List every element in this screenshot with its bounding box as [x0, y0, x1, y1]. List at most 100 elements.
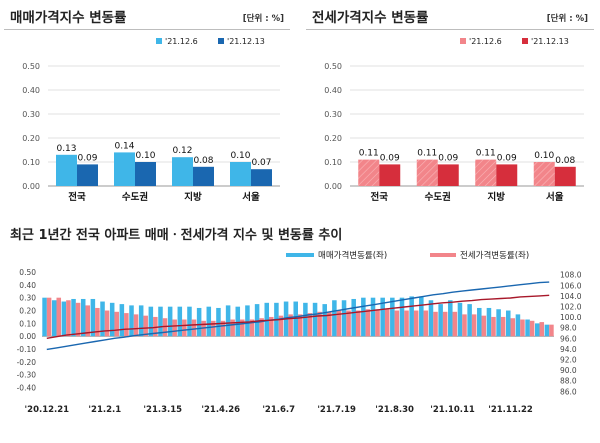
trend-jeonse-index-line: [46, 294, 550, 339]
trend-sale-bar: [51, 300, 57, 337]
trend-sale-bar: [419, 296, 424, 337]
trend-x-tick-label: '21.10.11: [430, 405, 475, 415]
jeonse-legend-label: '21.12.6: [469, 37, 502, 46]
trend-right-ytick-label: 94.0: [560, 345, 577, 354]
trend-sale-bar: [245, 305, 250, 337]
sale-data-label: 0.07: [251, 158, 271, 168]
jeonse-category-label: 지방: [488, 191, 506, 203]
trend-jeonse-bar: [317, 311, 322, 337]
sale-ytick-label: 0.40: [22, 86, 40, 95]
trend-sale-bar: [505, 310, 511, 337]
trend-jeonse-bar: [491, 316, 496, 337]
sale-data-label: 0.08: [193, 156, 213, 166]
trend-left-ytick-label: 0.10: [19, 319, 36, 328]
trend-sale-bar: [544, 324, 550, 337]
trend-sale-bar: [148, 306, 154, 337]
jeonse-legend-label: '21.12.13: [531, 37, 569, 46]
trend-jeonse-bar: [307, 313, 313, 337]
sale-legend-swatch: [218, 38, 224, 44]
sale-unit-label: [단위 : %]: [242, 14, 284, 24]
sale-bar: [135, 162, 156, 186]
trend-left-ytick-label: 0.50: [19, 268, 36, 277]
sale-category-label: 서울: [242, 191, 260, 203]
jeonse-data-label: 0.11: [476, 149, 496, 159]
trend-jeonse-bar: [433, 311, 438, 337]
trend-jeonse-bar: [124, 313, 129, 337]
sale-bar: [172, 157, 193, 186]
jeonse-category-label: 서울: [546, 191, 564, 203]
trend-jeonse-bar: [288, 314, 293, 337]
trend-jeonse-bar: [172, 319, 177, 337]
trend-jeonse-bar: [56, 297, 62, 337]
trend-sale-bar: [534, 323, 540, 337]
trend-sale-bar: [216, 307, 221, 337]
trend-sale-bar: [90, 298, 96, 337]
sale-data-label: 0.10: [135, 151, 155, 161]
jeonse-ytick-label: 0.30: [324, 110, 342, 119]
trend-right-ytick-label: 98.0: [560, 324, 577, 333]
trend-jeonse-bar: [404, 310, 409, 337]
trend-sale-bar: [525, 319, 530, 337]
trend-sale-bar: [303, 302, 308, 337]
jeonse-category-label: 수도권: [425, 191, 451, 203]
sale-bar: [230, 162, 251, 186]
trend-x-tick-label: '21.7.19: [317, 405, 356, 415]
trend-jeonse-bar: [162, 318, 168, 337]
trend-x-tick-label: '21.2.1: [88, 405, 121, 415]
jeonse-bar: [554, 166, 576, 186]
trend-jeonse-bar: [471, 314, 477, 337]
trend-jeonse-bar: [355, 310, 361, 337]
trend-sale-bar: [457, 302, 463, 337]
jeonse-ytick-label: 0.10: [324, 158, 342, 167]
trend-x-tick-label: '20.12.21: [25, 405, 70, 415]
sale-bar: [193, 166, 214, 186]
trend-jeonse-bar: [500, 316, 506, 337]
trend-jeonse-bar: [133, 314, 139, 337]
trend-jeonse-bar: [75, 302, 81, 337]
trend-x-tick-label: '21.3.15: [143, 405, 182, 415]
sale-bar: [114, 152, 135, 186]
trend-sale-bar: [486, 307, 492, 337]
jeonse-ytick-label: 0.50: [324, 62, 342, 71]
trend-jeonse-bar: [375, 309, 380, 337]
trend-jeonse-bar: [520, 319, 525, 337]
jeonse-bar: [379, 164, 401, 186]
jeonse-ytick-label: 0.40: [324, 86, 342, 95]
sale-category-label: 전국: [68, 191, 86, 203]
sale-ytick-label: 0.20: [22, 134, 40, 143]
trend-right-ytick-label: 88.0: [560, 377, 577, 386]
trend-sale-bar: [100, 301, 105, 337]
jeonse-bar: [416, 159, 438, 186]
sale-category-label: 수도권: [122, 191, 148, 203]
trend-jeonse-bar: [240, 319, 245, 337]
trend-left-ytick-label: 0.40: [19, 281, 36, 290]
sale-ytick-label: 0.00: [22, 182, 40, 191]
trend-right-ytick-label: 96.0: [560, 334, 577, 343]
jeonse-data-label: 0.08: [555, 156, 575, 166]
trend-sale-bar: [322, 304, 327, 337]
trend-jeonse-bar: [326, 311, 332, 337]
trend-sale-bar: [80, 298, 86, 337]
trend-sale-bar: [370, 297, 376, 337]
sale-bar: [251, 169, 272, 186]
trend-x-tick-label: '21.6.7: [262, 405, 295, 415]
trend-sale-bar: [409, 296, 414, 337]
trend-sale-bar: [477, 307, 482, 337]
trend-sale-bar: [109, 302, 115, 337]
sale-data-label: 0.12: [172, 146, 192, 156]
trend-jeonse-bar: [46, 297, 52, 337]
jeonse-ytick-label: 0.00: [324, 182, 342, 191]
jeonse-bar: [496, 164, 518, 186]
sale-panel-title: 매매가격지수 변동률: [10, 10, 127, 26]
trend-sale-bar: [177, 306, 183, 337]
trend-x-tick-label: '21.4.26: [201, 405, 240, 415]
trend-left-ytick-label: -0.10: [17, 345, 37, 354]
jeonse-legend-swatch: [460, 38, 466, 44]
trend-left-ytick-label: -0.40: [17, 384, 37, 393]
trend-jeonse-bar: [143, 315, 148, 337]
jeonse-data-label: 0.09: [380, 153, 400, 163]
sale-legend-label: '21.12.13: [227, 37, 265, 46]
jeonse-ytick-label: 0.20: [324, 134, 342, 143]
trend-sale-bar: [187, 306, 192, 337]
